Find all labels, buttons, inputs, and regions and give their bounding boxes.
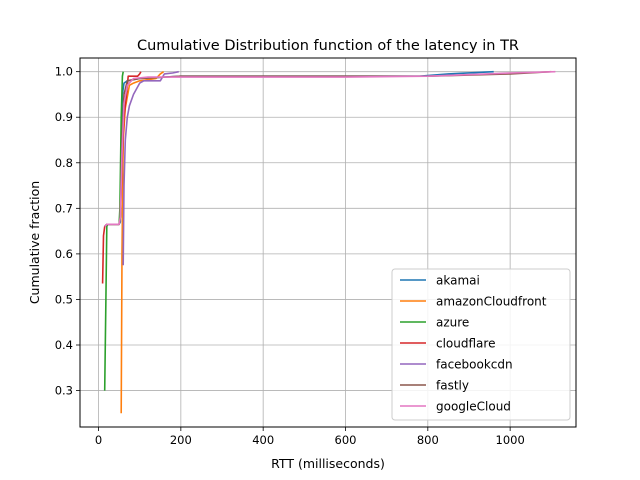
- series-line-amazonCloudfront: [120, 71, 165, 414]
- legend-label-amazonCloudfront: amazonCloudfront: [436, 295, 547, 309]
- plot-area-frame: [79, 57, 577, 428]
- x-tick-label: 1000: [496, 433, 525, 447]
- series-line-googleCloud: [104, 70, 556, 228]
- x-tick-label: 800: [417, 433, 439, 447]
- legend-label-googleCloud: googleCloud: [436, 400, 511, 414]
- x-axis-ticks: 0 200 400 600 800 1000: [95, 427, 525, 447]
- y-tick-label: 0.6: [55, 247, 73, 261]
- legend-label-azure: azure: [436, 316, 469, 330]
- legend-label-fastly: fastly: [436, 379, 469, 393]
- y-axis-ticks: 0.3 0.4 0.5 0.6 0.7 0.8 0.9 1.0: [55, 65, 80, 398]
- x-tick-label: 600: [335, 433, 357, 447]
- legend-label-akamai: akamai: [436, 274, 480, 288]
- legend-label-facebookcdn: facebookcdn: [436, 358, 513, 372]
- chart-title: Cumulative Distribution function of the …: [137, 38, 519, 54]
- series-lines: [101, 70, 556, 414]
- y-axis-label: Cumulative fraction: [27, 181, 42, 304]
- x-axis-label: RTT (milliseconds): [271, 456, 385, 471]
- legend-label-cloudflare: cloudflare: [436, 337, 495, 351]
- x-tick-label: 0: [95, 433, 102, 447]
- y-tick-label: 0.8: [55, 156, 73, 170]
- y-tick-label: 0.9: [55, 110, 73, 124]
- y-tick-label: 0.5: [55, 292, 73, 306]
- x-tick-label: 200: [170, 433, 192, 447]
- x-tick-label: 400: [252, 433, 274, 447]
- y-tick-label: 1.0: [55, 65, 73, 79]
- y-tick-label: 0.3: [55, 384, 73, 398]
- y-tick-label: 0.7: [55, 201, 73, 215]
- y-tick-label: 0.4: [55, 338, 73, 352]
- legend-entries: akamai amazonCloudfront azure cloudflare fac…: [400, 274, 547, 414]
- series-line-facebookcdn: [122, 70, 179, 266]
- legend-box: [391, 268, 571, 421]
- legend: akamai amazonCloudfront azure cloudflare fac…: [391, 268, 571, 421]
- grid-lines: [80, 58, 576, 427]
